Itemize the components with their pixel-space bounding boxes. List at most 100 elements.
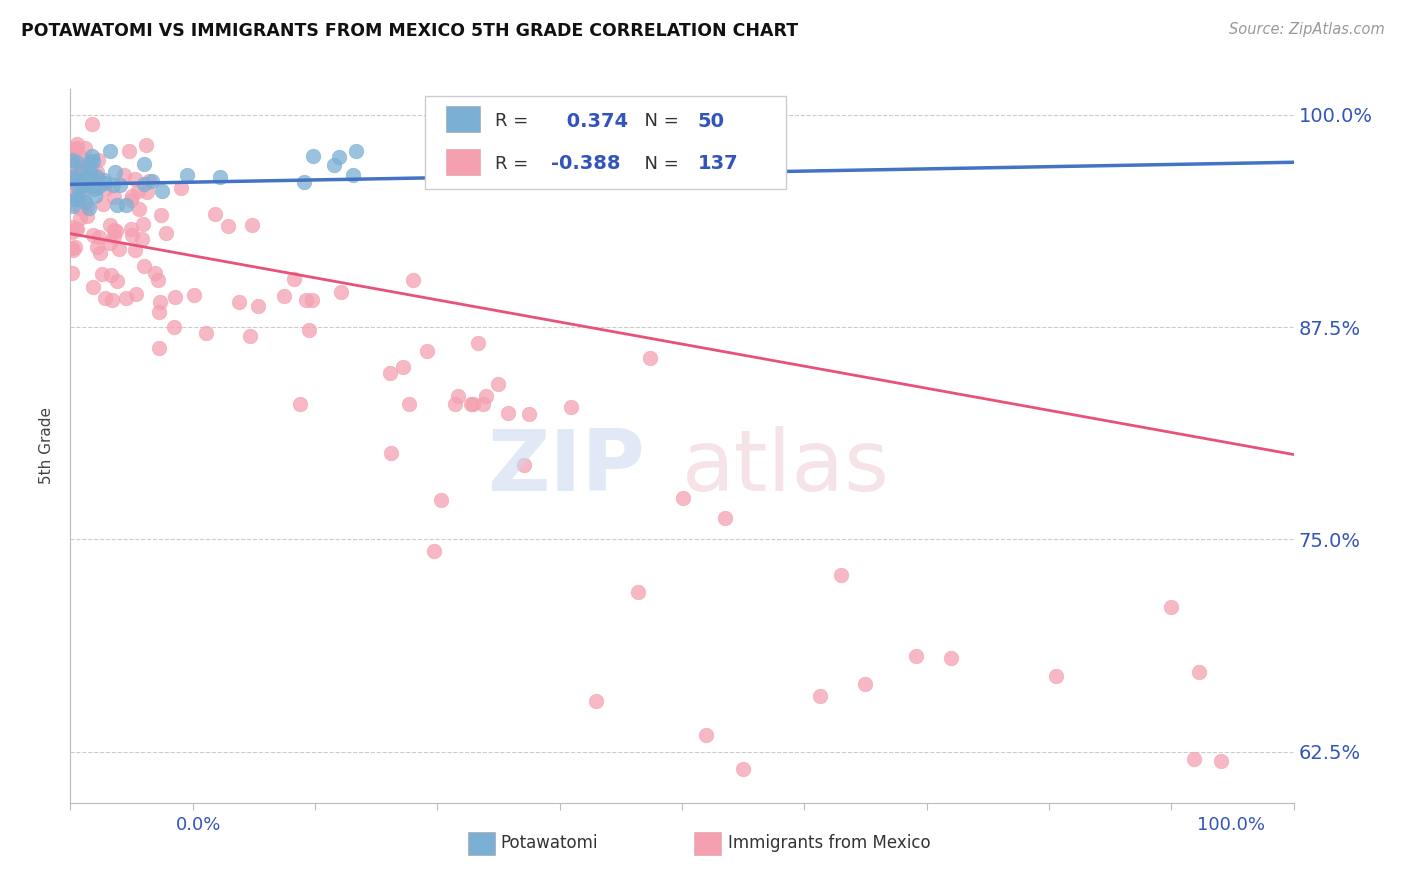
Point xyxy=(63,180,86,194)
Point xyxy=(60,195,83,210)
Text: N =: N = xyxy=(633,155,685,173)
Point xyxy=(86,165,108,179)
Point xyxy=(430,492,453,507)
Point xyxy=(73,170,96,185)
Point xyxy=(89,246,111,260)
Point xyxy=(474,388,496,402)
Point xyxy=(124,243,146,257)
Point xyxy=(72,183,94,197)
Point xyxy=(273,289,295,303)
Point xyxy=(86,240,108,254)
Point xyxy=(60,142,83,156)
Point xyxy=(66,141,89,155)
Point xyxy=(695,728,717,742)
Point xyxy=(103,190,125,204)
Point xyxy=(150,208,173,222)
Point xyxy=(82,279,104,293)
Point xyxy=(329,285,352,299)
Point xyxy=(301,293,323,308)
Point xyxy=(121,189,143,203)
Point xyxy=(77,169,100,184)
Point xyxy=(79,155,101,169)
Point xyxy=(183,288,205,302)
Point xyxy=(283,272,305,286)
Point xyxy=(67,192,90,206)
Point xyxy=(714,511,737,525)
Point xyxy=(513,458,536,473)
Point xyxy=(463,396,485,410)
Point xyxy=(101,293,124,307)
Point xyxy=(228,295,250,310)
Point xyxy=(98,144,121,158)
Point xyxy=(98,218,121,232)
Point xyxy=(60,219,83,234)
Point xyxy=(1045,669,1067,683)
Point xyxy=(163,290,186,304)
Point xyxy=(80,149,103,163)
Point xyxy=(121,228,143,243)
Point xyxy=(62,145,84,159)
Point xyxy=(148,341,170,355)
Text: R =: R = xyxy=(495,155,534,173)
Point xyxy=(86,171,108,186)
Point xyxy=(120,193,142,207)
Point xyxy=(292,175,315,189)
Point xyxy=(62,199,84,213)
Point xyxy=(564,147,586,161)
Point xyxy=(60,225,83,239)
Point xyxy=(66,222,89,236)
Point xyxy=(66,136,89,151)
Point xyxy=(105,274,128,288)
Point xyxy=(60,266,83,280)
Point xyxy=(70,151,93,165)
Point xyxy=(939,651,962,665)
Point xyxy=(103,223,125,237)
Point xyxy=(855,677,877,691)
Point xyxy=(131,232,153,246)
Point xyxy=(87,153,110,168)
Point xyxy=(132,260,155,274)
Point xyxy=(65,174,87,188)
Point xyxy=(585,694,607,708)
Point xyxy=(80,117,103,131)
Point xyxy=(176,168,198,182)
Point xyxy=(66,155,89,169)
Point xyxy=(447,388,470,402)
Point xyxy=(441,165,464,179)
Point xyxy=(76,209,98,223)
Point xyxy=(100,268,122,282)
Point xyxy=(82,228,104,243)
Text: ZIP: ZIP xyxy=(488,425,645,509)
Point xyxy=(104,165,127,179)
Point xyxy=(76,199,98,213)
Text: 0.374: 0.374 xyxy=(560,112,627,130)
Point xyxy=(80,171,103,186)
Point xyxy=(70,158,93,172)
Point xyxy=(103,228,125,243)
Text: POTAWATOMI VS IMMIGRANTS FROM MEXICO 5TH GRADE CORRELATION CHART: POTAWATOMI VS IMMIGRANTS FROM MEXICO 5TH… xyxy=(21,22,799,40)
Point xyxy=(65,222,87,236)
Point xyxy=(170,180,193,194)
Point xyxy=(62,172,84,186)
Point xyxy=(240,219,263,233)
Point xyxy=(80,179,103,194)
Point xyxy=(60,241,83,255)
Point xyxy=(75,140,97,154)
Point xyxy=(70,163,93,178)
Point xyxy=(288,396,311,410)
Point xyxy=(150,185,173,199)
Point xyxy=(904,649,927,664)
Text: atlas: atlas xyxy=(682,425,890,509)
Text: N =: N = xyxy=(633,112,685,130)
Text: Immigrants from Mexico: Immigrants from Mexico xyxy=(728,835,931,853)
Point xyxy=(73,178,96,192)
Point xyxy=(80,178,103,192)
Point xyxy=(498,406,520,420)
Point xyxy=(63,192,86,206)
Point xyxy=(148,305,170,319)
Point xyxy=(62,243,84,257)
Text: 50: 50 xyxy=(697,112,725,130)
Point xyxy=(67,171,90,186)
Point xyxy=(105,224,128,238)
Point xyxy=(124,172,146,186)
